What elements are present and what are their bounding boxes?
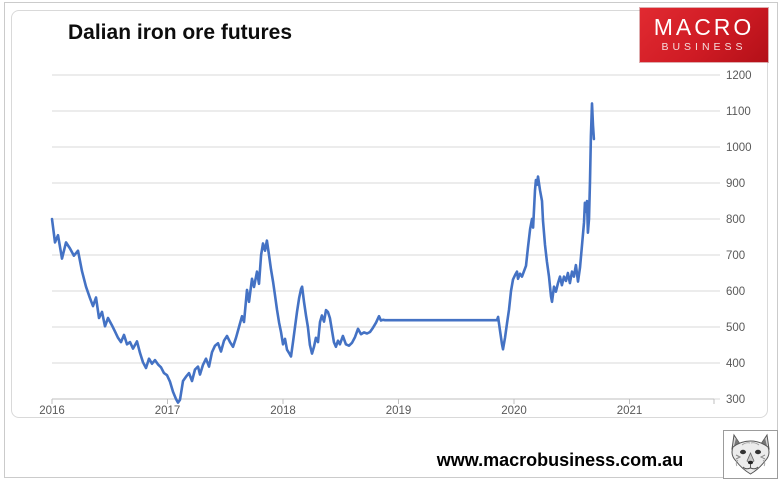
- macrobusiness-logo: MACRO BUSINESS: [640, 8, 768, 62]
- fox-icon: [731, 433, 770, 475]
- y-axis-tick-label: 900: [726, 178, 745, 190]
- x-axis-tick-label: 2017: [155, 405, 181, 417]
- y-axis-tick-label: 1100: [726, 106, 751, 118]
- fox-logo-box: [723, 430, 778, 479]
- x-axis-tick-label: 2019: [386, 405, 412, 417]
- y-axis-tick-label: 1000: [726, 142, 752, 154]
- x-axis-tick-label: 2016: [39, 405, 65, 417]
- y-axis-tick-label: 1200: [726, 70, 752, 82]
- y-axis-tick-label: 300: [726, 394, 745, 406]
- y-axis-tick-label: 700: [726, 250, 745, 262]
- x-axis-tick-label: 2018: [270, 405, 296, 417]
- y-axis-tick-label: 500: [726, 322, 745, 334]
- y-axis-tick-label: 800: [726, 214, 745, 226]
- price-line-series: [50, 102, 596, 404]
- x-axis-tick-label: 2021: [617, 405, 643, 417]
- logo-text-business: BUSINESS: [661, 41, 747, 53]
- chart-title: Dalian iron ore futures: [68, 21, 293, 44]
- logo-text-macro: MACRO: [653, 14, 755, 40]
- website-url-text: www.macrobusiness.com.au: [436, 450, 684, 470]
- y-axis-tick-label: 600: [726, 286, 745, 298]
- y-axis-tick-label: 400: [726, 358, 745, 370]
- chart-frame: [11, 10, 768, 418]
- x-axis-tick-label: 2020: [501, 405, 527, 417]
